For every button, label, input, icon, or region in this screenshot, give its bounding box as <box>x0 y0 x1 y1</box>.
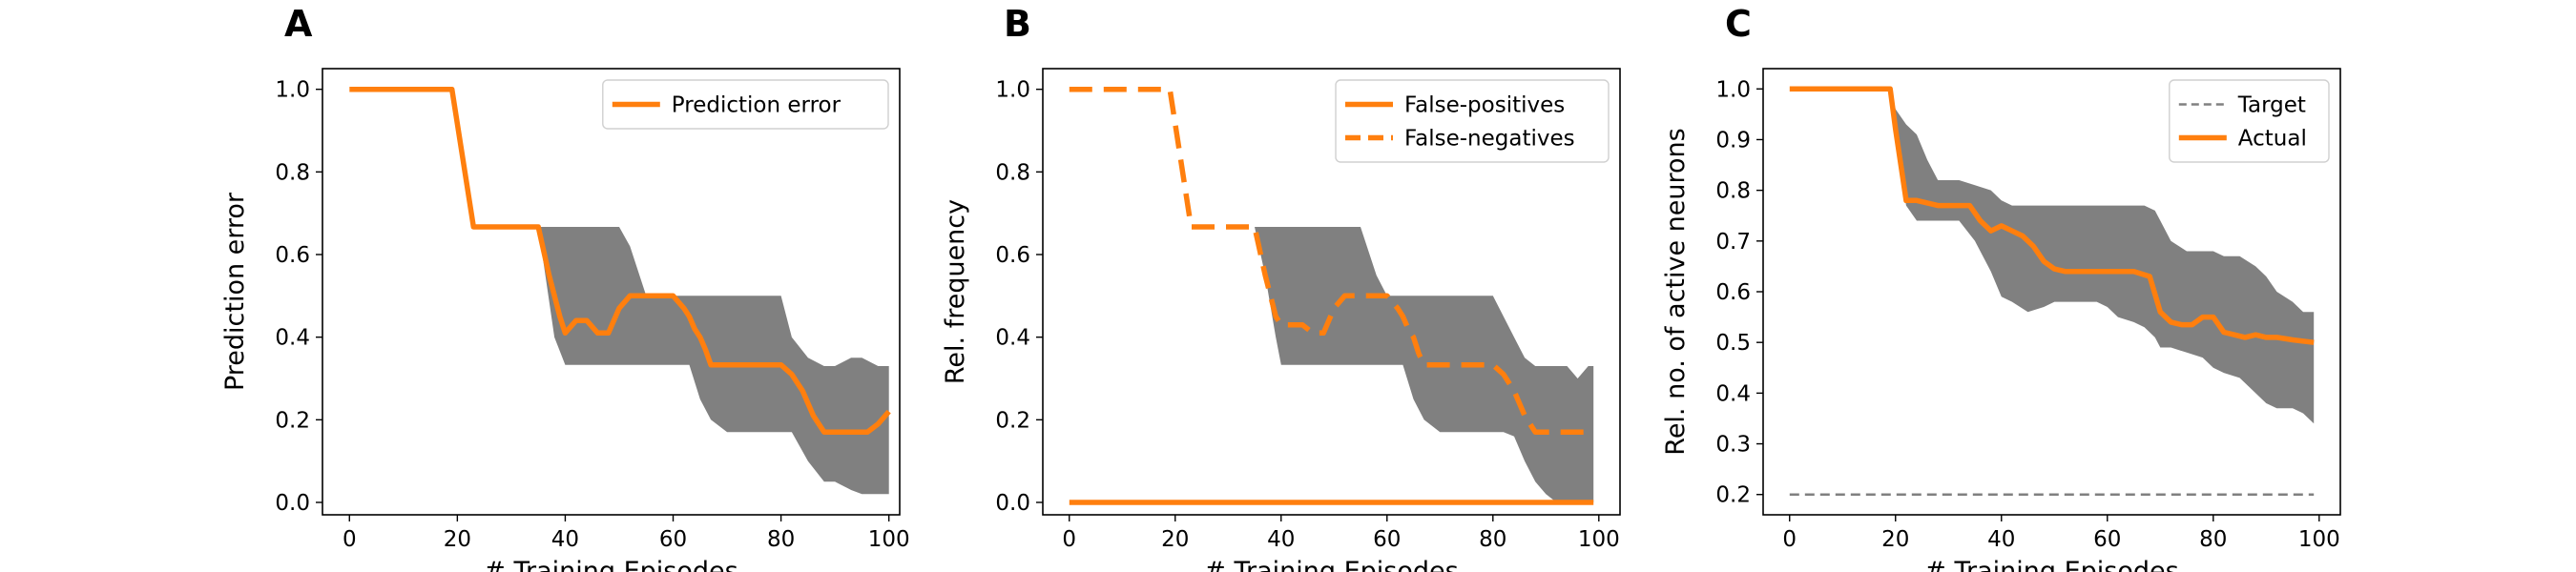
legend: Prediction error <box>602 79 889 130</box>
series-line-prediction-error <box>349 86 891 436</box>
y-tick-label: 0.9 <box>1715 128 1751 153</box>
y-tick-label: 1.0 <box>275 78 310 103</box>
y-tick-label: 0.6 <box>1715 280 1751 305</box>
legend-entry: False-negatives <box>1404 127 1575 152</box>
x-axis-label: # Training Episodes <box>1204 557 1458 572</box>
x-tick-label: 100 <box>868 527 910 552</box>
y-tick-label: 0.4 <box>275 326 310 351</box>
x-tick-label: 20 <box>1881 527 1909 552</box>
y-axis-label: Rel. frequency <box>941 199 970 384</box>
axes-frame <box>322 68 901 516</box>
x-tick-label: 60 <box>1373 527 1401 552</box>
x-tick-label: 20 <box>444 527 471 552</box>
y-tick-label: 0.7 <box>1715 230 1751 255</box>
y-tick-label: 0.0 <box>275 491 310 516</box>
x-tick-label: 80 <box>1479 527 1506 552</box>
panel-b: B 0 20 40 60 80 100 0.0 0.2 0.4 0.6 0.8 1.0 # Trainin… <box>941 3 1621 572</box>
y-tick-label: 0.8 <box>275 160 310 185</box>
y-tick-label: 0.6 <box>995 243 1030 268</box>
legend-entry: Prediction error <box>672 93 841 118</box>
y-tick-label: 0.4 <box>995 326 1030 351</box>
x-tick-label: 40 <box>1267 527 1295 552</box>
y-tick-label: 1.0 <box>1715 77 1751 102</box>
x-tick-label: 0 <box>343 527 357 552</box>
y-tick-label: 0.5 <box>1715 331 1751 356</box>
y-axis-label: Rel. no. of active neurons <box>1661 128 1691 455</box>
y-tick-label: 0.8 <box>995 160 1030 185</box>
legend-entry: Target <box>2237 93 2306 118</box>
panel-c: C 0 20 40 60 80 100 0.2 0.3 0.4 0.5 0.6 0.7 0.8 0.9 1.0… <box>1661 3 2341 572</box>
legend-box <box>2169 79 2330 163</box>
y-axis-label: Prediction error <box>220 192 250 391</box>
series-line-false-negatives <box>1069 86 1594 436</box>
x-tick-label: 0 <box>1062 527 1076 552</box>
y-tick-label: 0.8 <box>1715 179 1751 204</box>
x-tick-label: 100 <box>2298 527 2340 552</box>
y-tick-label: 1.0 <box>995 78 1030 103</box>
legend: Target Actual <box>2169 79 2330 163</box>
legend-box <box>602 79 889 130</box>
y-tick-label: 0.3 <box>1715 433 1751 458</box>
std-band <box>538 227 889 495</box>
panel-letter: B <box>1004 3 1031 45</box>
x-tick-label: 40 <box>551 527 579 552</box>
panel-letter: A <box>284 3 313 45</box>
x-tick-label: 80 <box>767 527 795 552</box>
legend: False-positives False-negatives <box>1335 79 1610 163</box>
x-tick-label: 80 <box>2199 527 2227 552</box>
panel-letter: C <box>1725 3 1752 45</box>
x-tick-label: 60 <box>2093 527 2121 552</box>
x-tick-label: 40 <box>1987 527 2015 552</box>
y-tick-label: 0.2 <box>1715 483 1751 508</box>
x-tick-label: 60 <box>659 527 687 552</box>
std-band <box>1890 89 2315 424</box>
x-tick-label: 0 <box>1782 527 1797 552</box>
legend-entry: Actual <box>2238 127 2307 152</box>
axes-frame <box>1042 68 1621 516</box>
y-tick-label: 0.4 <box>1715 381 1751 406</box>
x-axis-label: # Training Episodes <box>484 557 737 572</box>
y-tick-label: 0.2 <box>275 408 310 433</box>
y-tick-label: 0.0 <box>995 491 1030 516</box>
series-line-actual <box>1789 86 2315 345</box>
y-tick-label: 0.6 <box>275 243 310 268</box>
y-tick-label: 0.2 <box>995 408 1030 433</box>
legend-entry: False-positives <box>1404 93 1565 118</box>
panel-a: A 0 20 40 60 80 100 0.0 0.2 0.4 0.6 0.8 1.0 # Trainin… <box>220 3 910 572</box>
x-tick-label: 100 <box>1578 527 1620 552</box>
x-tick-label: 20 <box>1161 527 1189 552</box>
legend-box <box>1335 79 1610 163</box>
x-axis-label: # Training Episodes <box>1924 557 2178 572</box>
std-band <box>1255 227 1594 502</box>
